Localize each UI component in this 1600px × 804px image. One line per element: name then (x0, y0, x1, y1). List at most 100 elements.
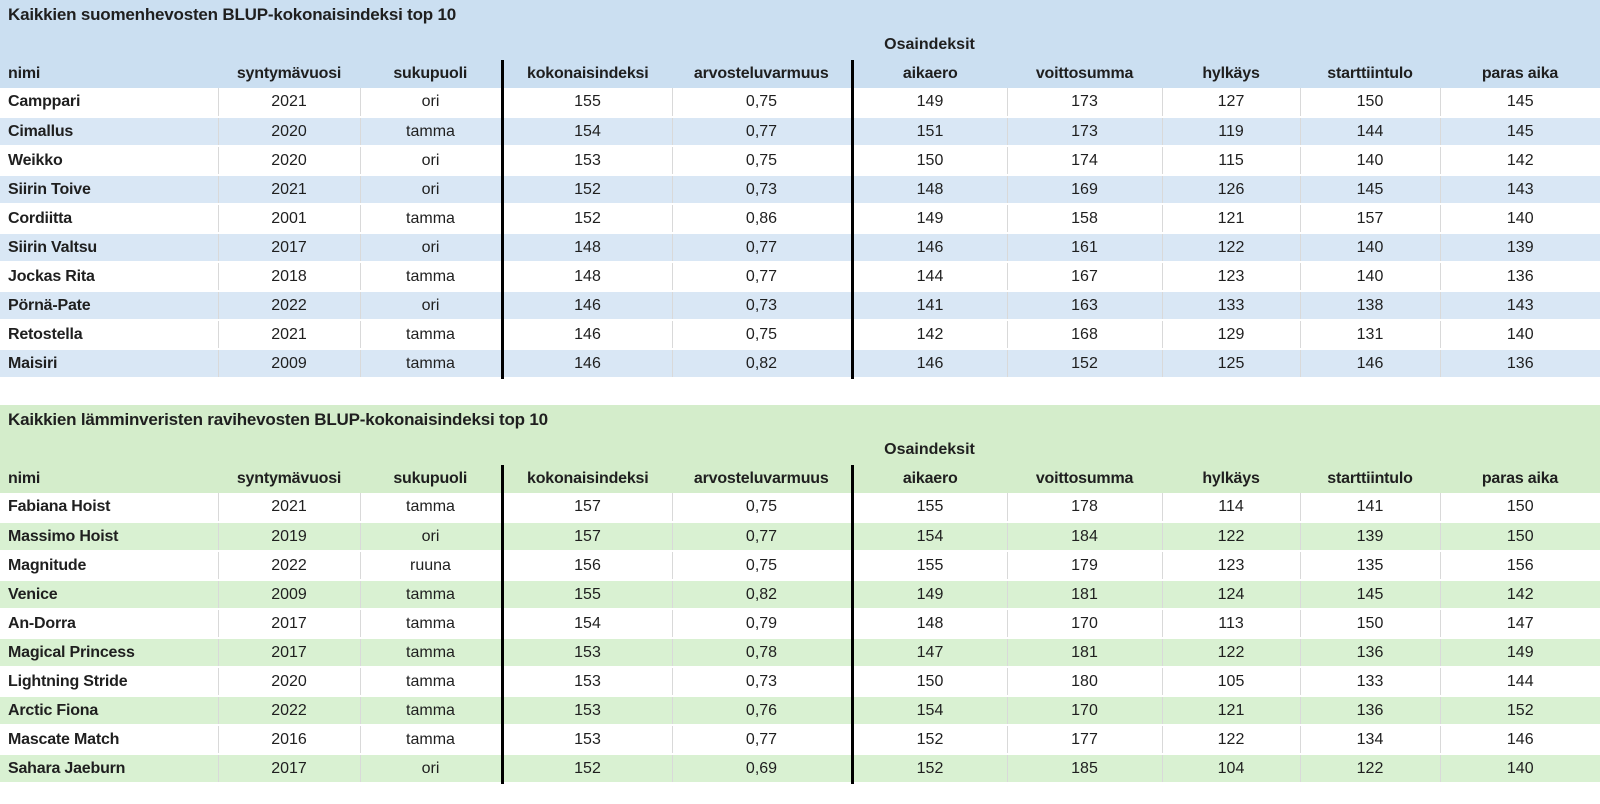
group-header-row: Osaindeksit (0, 30, 1600, 60)
table-row: Cimallus 2020 tamma 154 0,77 151 173 119 144 145 (0, 117, 1600, 147)
column-header: paras aika (1440, 60, 1600, 88)
table-row: Magnitude 2022 ruuna 156 0,75 155 179 123 135 156 (0, 551, 1600, 581)
value-cell: 148 (502, 262, 673, 292)
value-cell: 0,82 (672, 580, 854, 610)
value-cell: 152 (502, 204, 673, 234)
value-cell: 2016 (218, 725, 361, 755)
horse-name-cell: Venice (0, 580, 219, 610)
table-body: Camppari 2021 ori 155 0,75 149 173 127 150 145 Cim… (0, 88, 1600, 379)
column-header: kokonaisindeksi (502, 60, 672, 88)
value-cell: 2021 (218, 88, 361, 118)
value-cell: 136 (1300, 696, 1441, 726)
value-cell: ruuna (360, 551, 504, 581)
column-header-row: nimi syntymävuosi sukupuoli kokonaisindeksi… (0, 465, 1600, 493)
value-cell: 152 (502, 175, 673, 205)
value-cell: 127 (1162, 88, 1301, 118)
value-cell: 154 (502, 609, 673, 639)
column-header: starttiintulo (1300, 60, 1440, 88)
value-cell: 177 (1007, 725, 1163, 755)
value-cell: 146 (502, 291, 673, 321)
table-row: Maisiri 2009 tamma 146 0,82 146 152 125 146 136 (0, 349, 1600, 379)
value-cell: 126 (1162, 175, 1301, 205)
value-cell: 157 (502, 493, 673, 523)
value-cell: 2020 (218, 146, 361, 176)
value-cell: 0,76 (672, 696, 854, 726)
column-header: paras aika (1440, 465, 1600, 493)
value-cell: 146 (852, 349, 1008, 379)
horse-name-cell: Massimo Hoist (0, 522, 219, 552)
value-cell: 104 (1162, 754, 1301, 784)
table-row: Weikko 2020 ori 153 0,75 150 174 115 140 142 (0, 146, 1600, 176)
value-cell: 122 (1300, 754, 1441, 784)
value-cell: 152 (852, 754, 1008, 784)
value-cell: 146 (502, 320, 673, 350)
value-cell: 178 (1007, 493, 1163, 523)
value-cell: 152 (852, 725, 1008, 755)
value-cell: 149 (852, 88, 1008, 118)
value-cell: 146 (502, 349, 673, 379)
value-cell: 122 (1162, 638, 1301, 668)
value-cell: 145 (1300, 175, 1441, 205)
table-row: An-Dorra 2017 tamma 154 0,79 148 170 113 150 147 (0, 609, 1600, 639)
value-cell: 140 (1300, 262, 1441, 292)
horse-name-cell: Arctic Fiona (0, 696, 219, 726)
blup-table: Osaindeksit nimi syntymävuosi sukupuoli kok… (0, 435, 1600, 784)
value-cell: 155 (852, 551, 1008, 581)
value-cell: 150 (1440, 522, 1600, 552)
value-cell: tamma (360, 638, 504, 668)
value-cell: 2009 (218, 349, 361, 379)
value-cell: 136 (1440, 262, 1600, 292)
value-cell: 145 (1300, 580, 1441, 610)
value-cell: 0,73 (672, 175, 854, 205)
value-cell: 169 (1007, 175, 1163, 205)
column-header: aikaero (852, 60, 1007, 88)
group-header-osaindeksit: Osaindeksit (852, 435, 1007, 465)
value-cell: tamma (360, 117, 504, 147)
value-cell: 153 (502, 667, 673, 697)
table-row: Arctic Fiona 2022 tamma 153 0,76 154 170 121 136… (0, 696, 1600, 726)
horse-name-cell: Magical Princess (0, 638, 219, 668)
value-cell: tamma (360, 667, 504, 697)
horse-name-cell: Mascate Match (0, 725, 219, 755)
value-cell: 115 (1162, 146, 1301, 176)
horse-name-cell: Camppari (0, 88, 219, 118)
horse-name-cell: Weikko (0, 146, 219, 176)
value-cell: 114 (1162, 493, 1301, 523)
value-cell: 2020 (218, 667, 361, 697)
value-cell: 133 (1162, 291, 1301, 321)
table-title: Kaikkien suomenhevosten BLUP-kokonaisind… (0, 0, 1600, 30)
value-cell: 154 (852, 522, 1008, 552)
value-cell: ori (360, 233, 504, 263)
value-cell: 170 (1007, 609, 1163, 639)
value-cell: 161 (1007, 233, 1163, 263)
value-cell: 143 (1440, 291, 1600, 321)
value-cell: 119 (1162, 117, 1301, 147)
value-cell: 140 (1300, 233, 1441, 263)
horse-name-cell: Jockas Rita (0, 262, 219, 292)
table-row: Pörnä-Pate 2022 ori 146 0,73 141 163 133 138 143 (0, 291, 1600, 321)
value-cell: 174 (1007, 146, 1163, 176)
value-cell: 152 (502, 754, 673, 784)
value-cell: 123 (1162, 551, 1301, 581)
table-row: Mascate Match 2016 tamma 153 0,77 152 177 122 13… (0, 725, 1600, 755)
value-cell: tamma (360, 580, 504, 610)
value-cell: 2017 (218, 233, 361, 263)
table-row: Fabiana Hoist 2021 tamma 157 0,75 155 178 114 14… (0, 493, 1600, 523)
group-header-spacer (1007, 30, 1600, 60)
value-cell: tamma (360, 725, 504, 755)
value-cell: 185 (1007, 754, 1163, 784)
value-cell: 0,77 (672, 522, 854, 552)
value-cell: 149 (1440, 638, 1600, 668)
value-cell: 2009 (218, 580, 361, 610)
value-cell: 2019 (218, 522, 361, 552)
value-cell: 154 (502, 117, 673, 147)
value-cell: tamma (360, 262, 504, 292)
column-header: starttiintulo (1300, 465, 1440, 493)
value-cell: 138 (1300, 291, 1441, 321)
table-row: Siirin Toive 2021 ori 152 0,73 148 169 126 145 14… (0, 175, 1600, 205)
value-cell: 136 (1440, 349, 1600, 379)
value-cell: 2021 (218, 320, 361, 350)
value-cell: 145 (1440, 88, 1600, 118)
column-header: nimi (0, 60, 218, 88)
value-cell: tamma (360, 204, 504, 234)
